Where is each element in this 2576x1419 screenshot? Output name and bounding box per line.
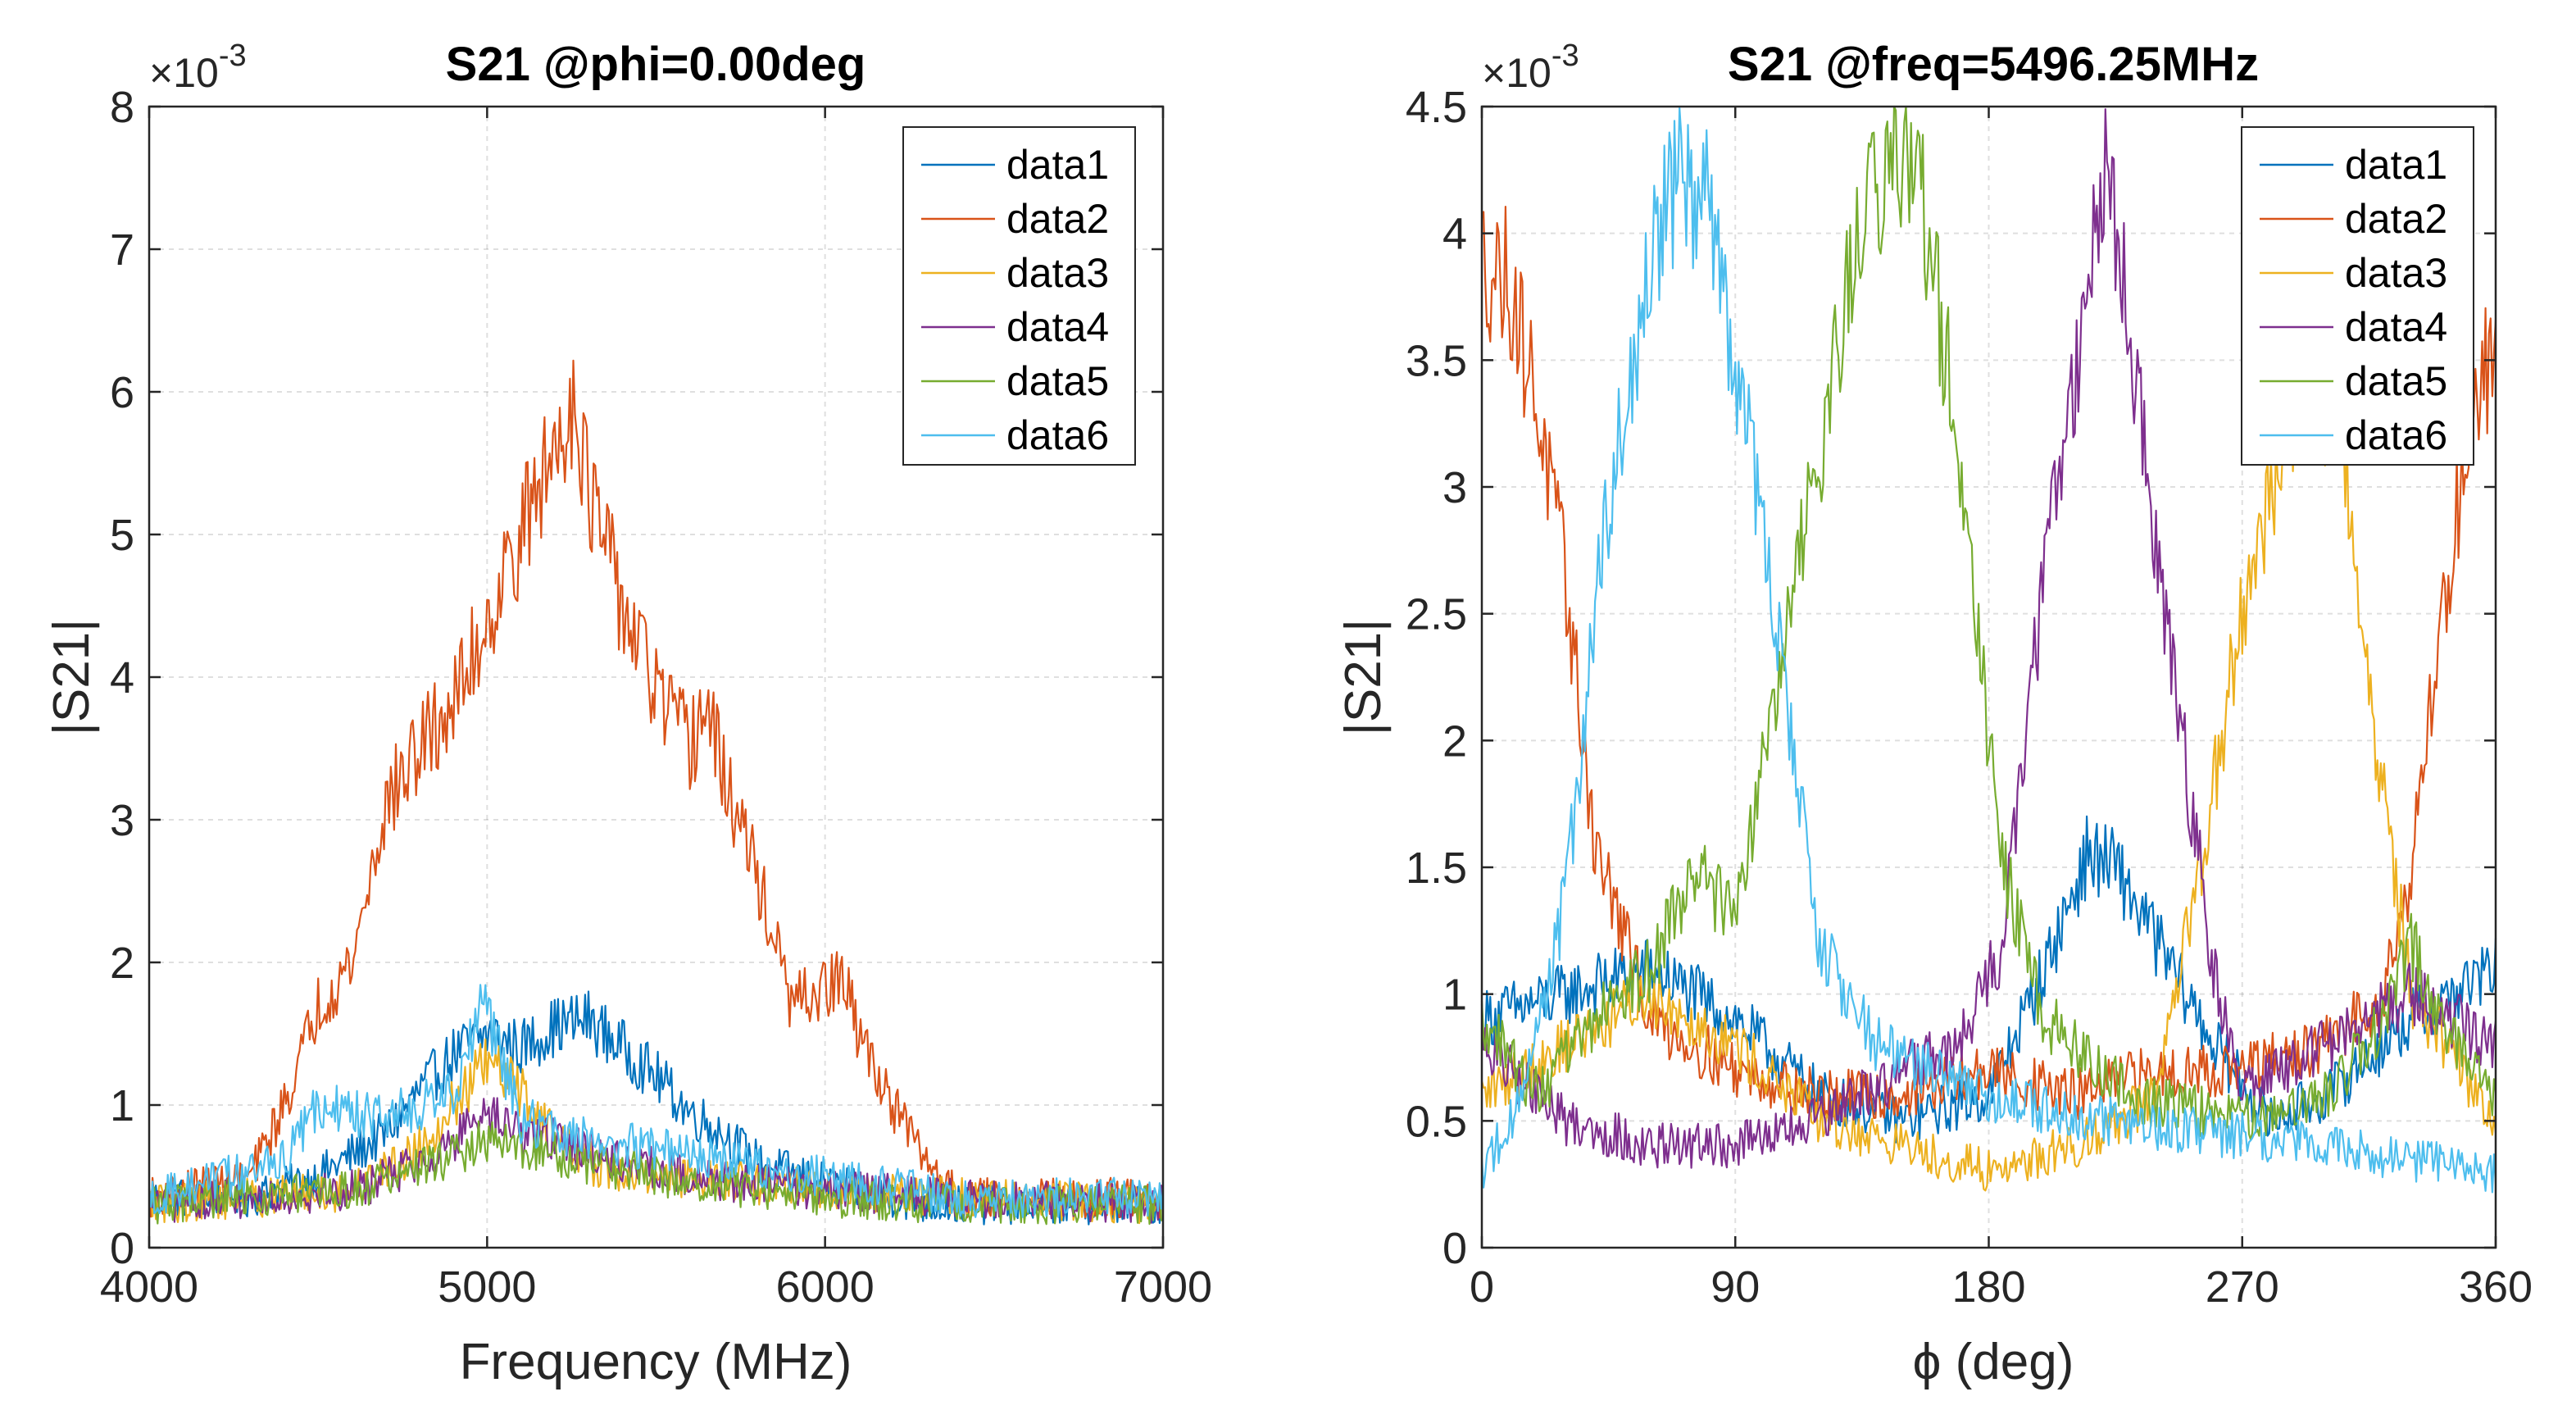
right-x-tick-label: 270 <box>2206 1262 2279 1312</box>
right-x-tick-label: 180 <box>1951 1262 2025 1312</box>
left-series-data6 <box>148 984 1165 1218</box>
right-legend-label-data1: data1 <box>2345 142 2447 188</box>
right-x-tick-label: 360 <box>2459 1262 2533 1312</box>
right-chart-title: S21 @freq=5496.25MHz <box>1728 38 2259 91</box>
right-y-tick-label: 1 <box>1442 971 1467 1020</box>
right-series-data4 <box>1480 108 2497 1169</box>
left-legend-entries: data1 data2 data3 data4 data5 data6 <box>921 142 1109 458</box>
right-x-axis-label: ϕ (deg) <box>1913 1334 2074 1390</box>
left-legend-label-data5: data5 <box>1006 358 1109 404</box>
left-series-data4 <box>148 1097 1165 1224</box>
left-y-tick-label: 8 <box>110 83 134 132</box>
left-x-tick-label: 7000 <box>1114 1262 1212 1312</box>
left-y-tick-label: 0 <box>110 1224 134 1273</box>
left-y-axis-label: |S21| <box>43 619 100 736</box>
right-y-tick-label: 1.5 <box>1406 844 1467 893</box>
right-exponent-base: ×10 <box>1482 50 1552 96</box>
left-x-axis-label: Frequency (MHz) <box>460 1334 852 1390</box>
right-x-tick-labels: 0 90 180 270 360 <box>1470 1262 2533 1312</box>
right-legend-label-data6: data6 <box>2345 412 2447 458</box>
left-legend-label-data6: data6 <box>1006 412 1109 458</box>
right-y-axis-label: |S21| <box>1335 619 1392 736</box>
left-exponent-base: ×10 <box>149 50 219 96</box>
right-legend-entries: data1 data2 data3 data4 data5 data6 <box>2260 142 2447 458</box>
right-y-tick-label: 3 <box>1442 463 1467 512</box>
left-legend: data1 data2 data3 data4 data5 data6 <box>902 126 1136 466</box>
left-y-tick-label: 6 <box>110 368 134 417</box>
left-y-tick-label: 7 <box>110 225 134 275</box>
right-y-tick-label: 0 <box>1442 1224 1467 1273</box>
left-x-tick-label: 5000 <box>438 1262 536 1312</box>
right-gridlines <box>1482 107 2496 1248</box>
left-x-tick-labels: 4000 5000 6000 7000 <box>100 1262 1212 1312</box>
right-exponent-power: -3 <box>1552 39 1579 73</box>
right-chart: 0 90 180 270 360 0 0.5 1 1.5 2 2.5 3 3.5 4 4.5 S21 @f… <box>1335 38 2533 1390</box>
left-legend-label-data1: data1 <box>1006 142 1109 188</box>
right-y-tick-label: 2.5 <box>1406 590 1467 639</box>
left-y-tick-label: 3 <box>110 796 134 845</box>
right-legend-label-data5: data5 <box>2345 358 2447 404</box>
left-y-tick-labels: 0 1 2 3 4 5 6 7 8 <box>110 83 134 1273</box>
left-legend-label-data2: data2 <box>1006 196 1109 242</box>
right-y-tick-labels: 0 0.5 1 1.5 2 2.5 3 3.5 4 4.5 <box>1406 83 1467 1273</box>
left-exponent-label: ×10-3 <box>149 39 247 96</box>
left-y-tick-label: 2 <box>110 939 134 988</box>
right-y-tick-label: 2 <box>1442 716 1467 766</box>
right-series-data6 <box>1480 107 2497 1194</box>
left-chart-title: S21 @phi=0.00deg <box>446 38 866 91</box>
right-series-data5 <box>1480 105 2497 1141</box>
left-legend-label-data3: data3 <box>1006 250 1109 296</box>
right-y-tick-label: 4 <box>1442 210 1467 259</box>
right-y-tick-label: 0.5 <box>1406 1097 1467 1146</box>
right-y-tick-label: 4.5 <box>1406 83 1467 132</box>
left-chart: 4000 5000 6000 7000 0 1 2 3 4 5 6 7 8 S21 @phi=0.00… <box>43 38 1212 1390</box>
left-y-tick-label: 1 <box>110 1081 134 1130</box>
right-legend-label-data2: data2 <box>2345 196 2447 242</box>
right-ticks <box>1480 105 2497 1249</box>
left-series-group <box>148 359 1165 1226</box>
left-legend-label-data4: data4 <box>1006 304 1109 350</box>
left-ticks <box>148 105 1165 1249</box>
right-exponent-label: ×10-3 <box>1482 39 1579 96</box>
left-x-tick-label: 6000 <box>776 1262 875 1312</box>
right-legend-label-data4: data4 <box>2345 304 2447 350</box>
left-y-tick-label: 5 <box>110 511 134 560</box>
right-series-data2 <box>1480 206 2497 1121</box>
left-series-data5 <box>148 1120 1164 1226</box>
right-legend: data1 data2 data3 data4 data5 data6 <box>2241 126 2474 466</box>
right-x-tick-label: 90 <box>1711 1262 1760 1312</box>
right-y-tick-label: 3.5 <box>1406 336 1467 385</box>
right-legend-label-data3: data3 <box>2345 250 2447 296</box>
left-x-tick-label: 4000 <box>100 1262 198 1312</box>
right-legend-box <box>2241 126 2474 466</box>
left-y-tick-label: 4 <box>110 653 134 703</box>
left-legend-box <box>902 126 1136 466</box>
left-exponent-power: -3 <box>219 39 247 73</box>
right-x-tick-label: 0 <box>1470 1262 1494 1312</box>
